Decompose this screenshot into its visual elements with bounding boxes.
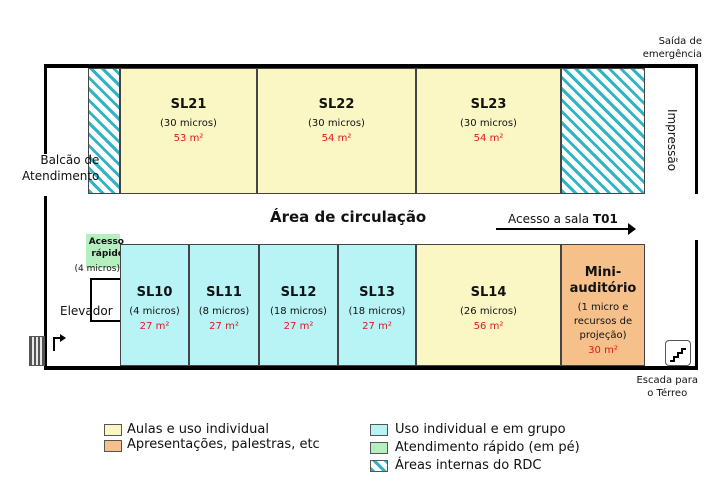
room-sl14[interactable]: SL14 (26 micros) 56 m² <box>416 244 561 366</box>
room-name: SL10 <box>136 285 173 300</box>
room-capacity: (26 micros) <box>460 306 517 317</box>
elevator-label: Elevador <box>60 304 113 318</box>
quick-access-label: Acesso rápido <box>88 237 124 259</box>
room-name: SL21 <box>170 97 207 112</box>
room-capacity: (30 micros) <box>460 118 517 129</box>
room-name: SL13 <box>359 285 395 300</box>
room-name: SL22 <box>318 97 355 112</box>
access-room-prefix: Acesso a sala <box>508 212 593 226</box>
legend-label: Aulas e uso individual <box>127 422 269 437</box>
quick-access-capacity: (4 micros) <box>74 264 120 274</box>
access-room-label: Acesso a sala T01 <box>508 212 618 226</box>
legend-swatch-yellow <box>104 424 122 436</box>
legend-label: Atendimento rápido (em pé) <box>395 440 580 455</box>
quick-access-station[interactable] <box>86 234 120 268</box>
room-name: SL23 <box>470 97 507 112</box>
stairs-icon[interactable] <box>665 340 691 366</box>
room-area: 27 m² <box>283 321 314 332</box>
legend-swatch-orange <box>104 440 122 452</box>
room-area: 27 m² <box>209 321 239 332</box>
room-capacity: (18 micros) <box>348 306 406 317</box>
entrance-arrow-icon <box>53 334 66 351</box>
room-sl10[interactable]: SL10 (4 micros) 27 m² <box>120 244 189 366</box>
emergency-exit-label: Saída de emergência <box>642 36 702 60</box>
legend-swatch-green <box>370 442 388 454</box>
legend-label: Uso individual e em grupo <box>395 422 566 437</box>
wall-right-lower <box>695 240 698 370</box>
room-sl13[interactable]: SL13 (18 micros) 27 m² <box>338 244 416 366</box>
room-description: (1 micro e recursos de projeção) <box>573 302 633 341</box>
room-capacity: (8 micros) <box>198 306 250 317</box>
elevator-outline <box>90 278 120 322</box>
room-sl11[interactable]: SL11 (8 micros) 27 m² <box>189 244 259 366</box>
access-arrow-icon <box>496 228 632 230</box>
room-name: SL12 <box>280 285 317 300</box>
room-area: 27 m² <box>139 321 170 332</box>
room-area: 53 m² <box>173 133 204 144</box>
legend-label: Áreas internas do RDC <box>395 458 542 473</box>
room-area: 54 m² <box>473 133 504 144</box>
room-sl12[interactable]: SL12 (18 micros) 27 m² <box>259 244 338 366</box>
wall-left-upper <box>44 64 47 154</box>
room-capacity: (18 micros) <box>270 306 327 317</box>
room-area: 30 m² <box>588 345 618 356</box>
room-capacity: (4 micros) <box>129 306 180 317</box>
rdc-internal-area-left <box>88 68 120 194</box>
wall-bottom <box>44 366 698 370</box>
stairs-glyph-icon <box>670 348 686 362</box>
wall-left-lower <box>44 196 47 370</box>
access-arrow-head-icon <box>628 223 636 235</box>
room-sl21[interactable]: SL21 (30 micros) 53 m² <box>120 68 257 194</box>
legend-label: Apresentações, palestras, etc <box>127 437 320 452</box>
access-room-id: T01 <box>592 212 618 226</box>
room-capacity: (30 micros) <box>160 118 217 129</box>
room-sl23[interactable]: SL23 (30 micros) 54 m² <box>416 68 561 194</box>
wall-right-upper <box>695 64 698 194</box>
wall-top <box>44 64 698 68</box>
room-name: SL11 <box>206 285 242 300</box>
room-name: SL14 <box>470 285 507 300</box>
print-area-label: Impressão <box>665 108 679 172</box>
legend-swatch-cyan <box>370 424 388 436</box>
room-area: 54 m² <box>321 133 352 144</box>
room-name: Mini- auditório <box>569 265 637 296</box>
room-mini-auditorio[interactable]: Mini- auditório (1 micro e recursos de p… <box>561 244 645 366</box>
service-desk-label: Balcão de Atendimento <box>22 153 100 183</box>
room-area: 56 m² <box>473 321 504 332</box>
circulation-area-title: Área de circulação <box>270 208 427 226</box>
room-sl22[interactable]: SL22 (30 micros) 54 m² <box>257 68 416 194</box>
legend-swatch-hatched <box>370 460 388 472</box>
entrance-door-icon <box>29 336 45 366</box>
room-capacity: (30 micros) <box>308 118 365 129</box>
stairs-label: Escada para o Térreo <box>636 375 698 399</box>
room-area: 27 m² <box>362 321 392 332</box>
rdc-internal-area-right <box>561 68 645 194</box>
